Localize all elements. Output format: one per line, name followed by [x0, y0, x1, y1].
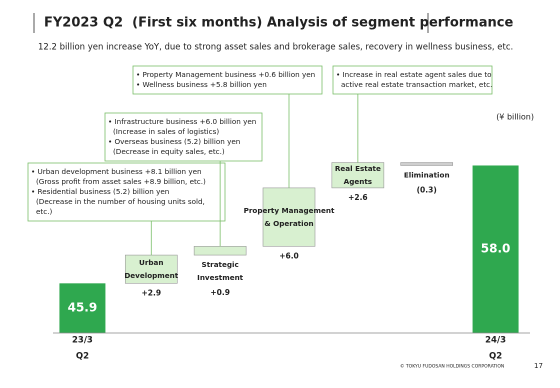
- total-bar: [59, 283, 106, 333]
- callout-text: etc.): [36, 207, 52, 216]
- callout-box: [104, 112, 263, 162]
- x-tick-label: Elimination: [404, 170, 450, 179]
- callout-text: (Increase in sales of logistics): [113, 127, 219, 136]
- value-label: +2.6: [348, 193, 368, 202]
- callout-text: • Residential business (5.2) billion yen: [31, 187, 169, 196]
- callout-text: • Increase in real estate agent sales du…: [336, 70, 492, 79]
- x-tick-label: Urban: [139, 258, 164, 267]
- delta-bar: [400, 162, 454, 166]
- x-tick-label: Real Estate: [335, 164, 381, 173]
- callout-box: [27, 162, 226, 222]
- footer: © TOKYU FUDOSAN HOLDINGS CORPORATION: [400, 363, 504, 370]
- value-label: +0.9: [210, 288, 230, 297]
- unit-label: (¥ billion): [496, 113, 534, 122]
- callout-text: • Wellness business +5.8 billion yen: [136, 80, 267, 89]
- x-tick-label: Strategic: [202, 260, 239, 269]
- page-number: 17: [534, 362, 543, 370]
- callout-box: [332, 65, 493, 95]
- callout-box: [132, 65, 323, 95]
- x-tick-label: Agents: [344, 177, 372, 186]
- callout-text: • Urban development business +8.1 billio…: [31, 167, 202, 176]
- callout-text: (Decrease in equity sales, etc.): [113, 147, 225, 156]
- x-tick-label: Q2: [76, 352, 89, 362]
- value-label: 45.9: [68, 301, 98, 315]
- chart-title: FY2023 Q2 (First six months) Analysis of…: [44, 16, 513, 31]
- subtitle: 12.2 billion yen increase YoY, due to st…: [38, 43, 513, 53]
- callout-text: • Overseas business (5.2) billion yen: [108, 137, 240, 146]
- x-tick-label: Investment: [197, 273, 244, 282]
- delta-bar: [193, 246, 247, 256]
- callout-text: (Gross profit from asset sales +8.9 bill…: [36, 177, 206, 186]
- total-bar: [472, 165, 519, 333]
- x-tick-label: Development: [124, 271, 178, 280]
- callout-text: • Infrastructure business +6.0 billion y…: [108, 117, 256, 126]
- value-label: +2.9: [141, 288, 161, 297]
- x-tick-label: 23/3: [72, 336, 93, 346]
- delta-bar: [262, 187, 316, 247]
- callout-text: (Decrease in the number of housing units…: [36, 197, 205, 206]
- delta-bar: [124, 254, 178, 284]
- x-tick-label: Q2: [489, 352, 502, 362]
- value-label: (0.3): [417, 185, 437, 194]
- x-tick-label: 24/3: [485, 336, 506, 346]
- value-label: 58.0: [481, 242, 511, 256]
- x-tick-label: & Operation: [264, 219, 313, 228]
- callout-text: active real estate transaction market, e…: [341, 80, 492, 89]
- value-label: +6.0: [279, 251, 299, 260]
- callout-text: • Property Management business +0.6 bill…: [136, 70, 315, 79]
- x-tick-label: Property Management: [244, 206, 335, 215]
